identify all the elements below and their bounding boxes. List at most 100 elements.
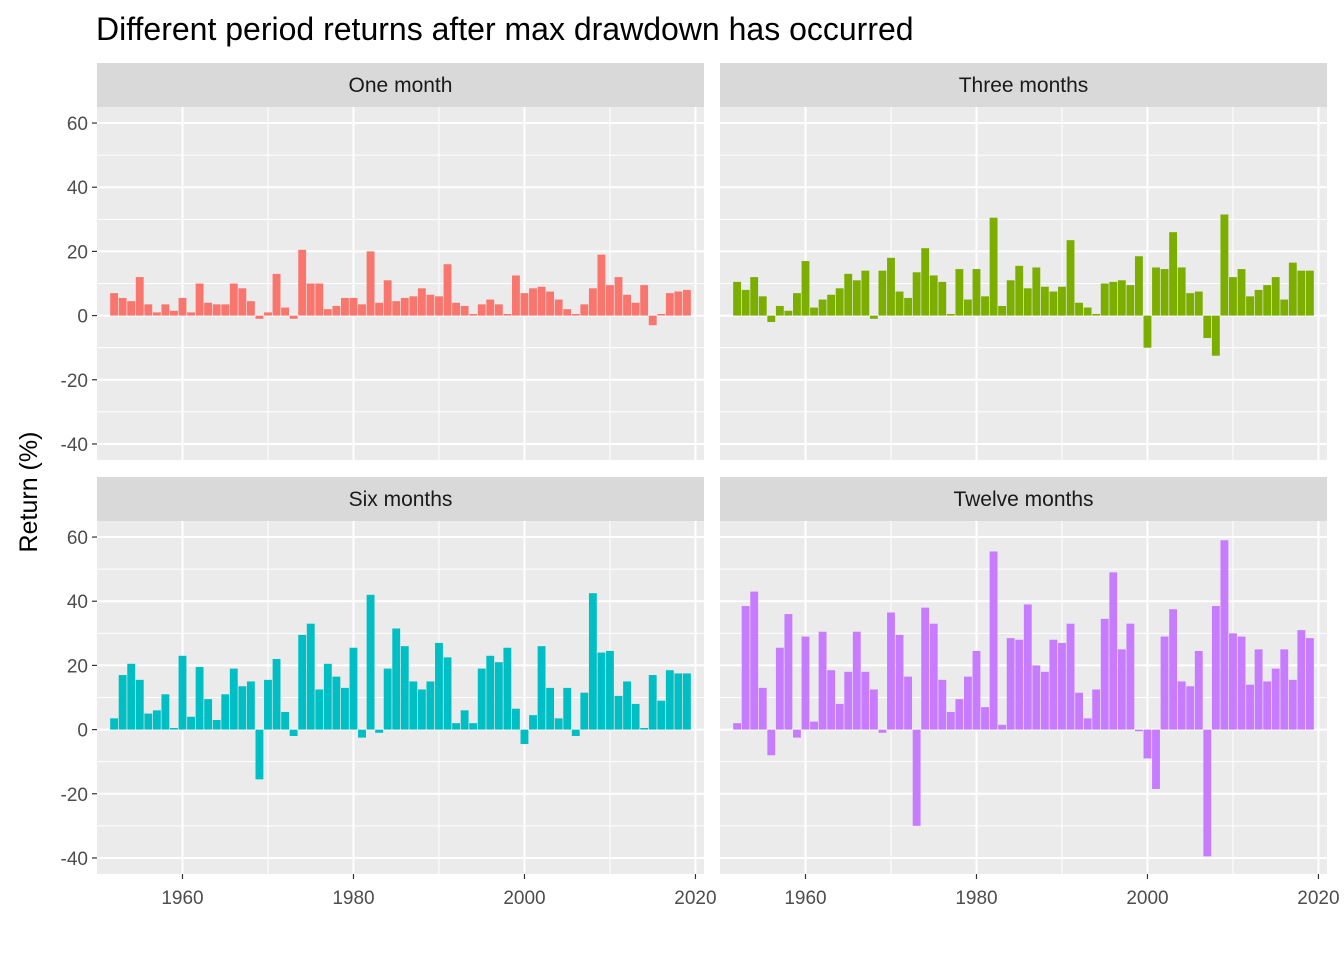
bar	[955, 269, 964, 316]
bar	[161, 304, 170, 316]
bar	[1049, 639, 1058, 730]
bar	[110, 718, 119, 730]
bar	[869, 689, 878, 730]
bar	[895, 634, 904, 730]
bar	[563, 309, 572, 316]
bar	[852, 631, 861, 730]
x-tick-label: 1980	[332, 888, 374, 909]
facet-strip	[97, 477, 704, 521]
bar	[733, 723, 742, 730]
bar	[195, 283, 204, 316]
bar	[135, 277, 144, 316]
bar	[221, 304, 230, 316]
bar	[1186, 293, 1195, 316]
bar	[793, 729, 801, 738]
bar	[170, 310, 178, 316]
bar	[298, 249, 307, 316]
bar	[298, 634, 307, 730]
bar	[460, 710, 469, 730]
bar	[366, 594, 375, 730]
bar	[878, 729, 887, 733]
bar	[306, 283, 315, 316]
bar	[494, 662, 503, 730]
bar	[272, 658, 281, 730]
bar	[1083, 307, 1092, 316]
bar	[895, 291, 904, 316]
bar	[152, 312, 161, 316]
bar	[784, 614, 793, 730]
bar	[306, 623, 315, 730]
bar	[546, 291, 555, 316]
bar	[1152, 267, 1160, 316]
bar	[938, 281, 947, 316]
y-tick-label: 0	[77, 721, 88, 742]
bar	[392, 301, 401, 316]
bar	[477, 304, 486, 316]
bar	[187, 716, 195, 730]
bar	[238, 288, 247, 316]
bar	[887, 257, 895, 316]
bar	[1271, 277, 1280, 316]
bar	[443, 657, 452, 730]
bar	[520, 729, 529, 745]
bar	[657, 700, 666, 730]
bar	[1117, 280, 1126, 316]
bar	[135, 679, 144, 730]
bar	[1254, 649, 1263, 730]
bar	[332, 676, 341, 730]
bar	[1160, 269, 1169, 316]
bar	[981, 296, 989, 316]
facet-strip	[97, 63, 704, 107]
bar	[1288, 679, 1297, 730]
bar	[963, 676, 972, 730]
bar	[375, 729, 384, 733]
bar	[1015, 639, 1024, 730]
bar	[460, 305, 469, 316]
bar	[1006, 638, 1015, 730]
bar	[554, 299, 563, 316]
bar	[758, 687, 767, 730]
y-tick-label: -40	[61, 849, 88, 870]
bar	[1169, 609, 1178, 730]
x-tick-label: 2020	[1297, 888, 1339, 909]
bar	[426, 681, 435, 730]
bar	[1040, 286, 1049, 316]
facet-strip-label: Twelve months	[953, 488, 1093, 511]
bar	[1040, 671, 1049, 730]
x-tick-label: 2000	[503, 888, 545, 909]
bar	[426, 294, 435, 316]
bar	[246, 301, 255, 316]
bar	[1092, 313, 1101, 316]
bar	[281, 711, 290, 730]
bar	[255, 315, 264, 319]
bar	[537, 646, 546, 730]
bar	[486, 299, 495, 316]
bar	[537, 286, 546, 316]
bar	[281, 307, 290, 316]
x-tick-label: 2000	[1126, 888, 1168, 909]
bar	[469, 313, 478, 316]
bar	[921, 248, 930, 316]
facet-panel: One month -40 -20 0 20 40 60	[61, 63, 704, 460]
bar	[1066, 623, 1075, 730]
bar	[998, 724, 1007, 730]
bar	[844, 273, 853, 316]
bar	[503, 313, 512, 316]
bar	[571, 313, 580, 316]
bar	[1058, 642, 1066, 730]
bar	[161, 694, 170, 730]
bar	[469, 723, 478, 730]
bar	[1109, 572, 1118, 730]
bar	[1160, 636, 1169, 730]
bar	[264, 312, 272, 316]
bar	[750, 277, 759, 316]
bar	[1032, 665, 1041, 730]
bar	[1271, 668, 1280, 730]
bar	[178, 655, 187, 730]
bar	[1220, 214, 1229, 316]
bar	[1220, 540, 1229, 730]
bar	[195, 667, 204, 730]
bar	[640, 727, 649, 730]
bar	[349, 297, 358, 316]
bar	[204, 699, 213, 730]
